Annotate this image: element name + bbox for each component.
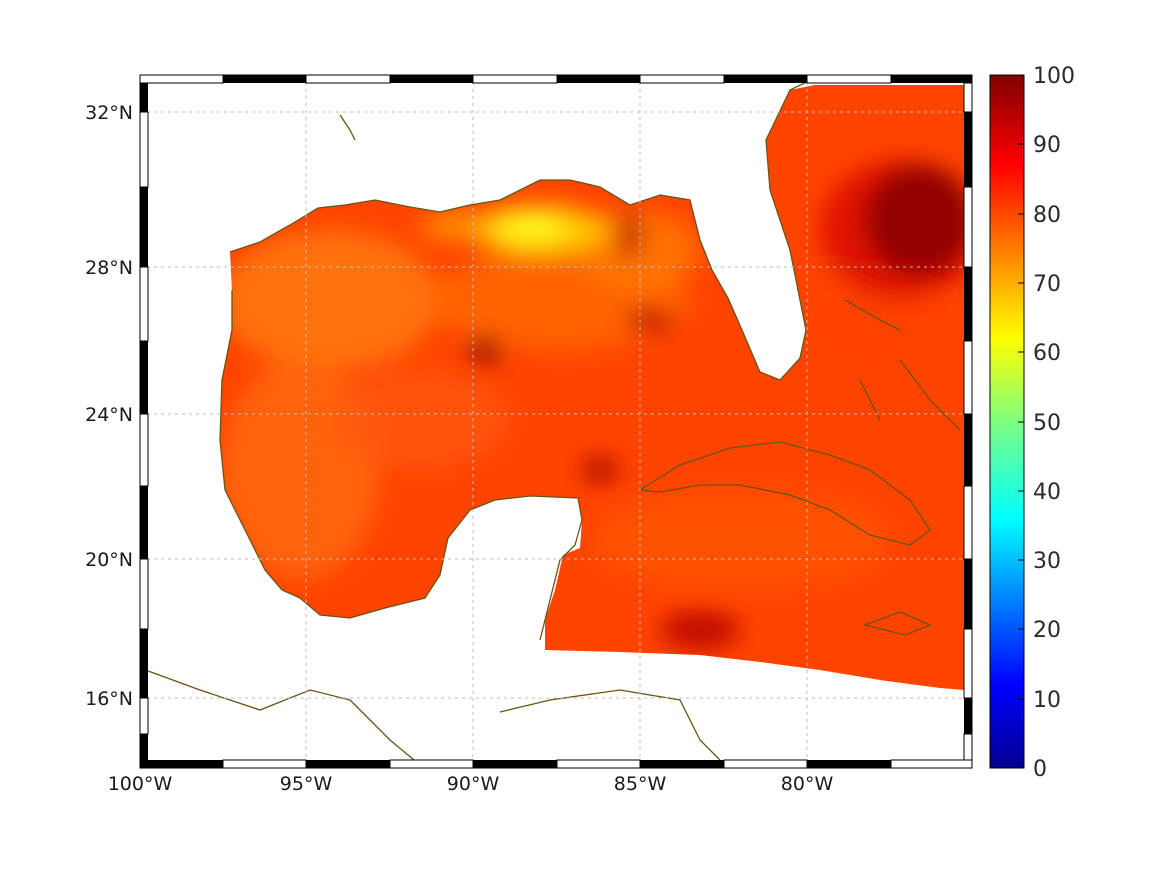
ocean-data-field bbox=[220, 85, 965, 690]
colorbar-tick-label: 10 bbox=[1033, 688, 1061, 713]
colorbar: 100 90 80 70 60 50 40 30 20 10 0 bbox=[989, 64, 1075, 782]
lat-tick-label: 20°N bbox=[85, 549, 133, 571]
coastlines bbox=[139, 77, 961, 766]
latitude-axis: 32°N 28°N 24°N 20°N 16°N bbox=[85, 102, 133, 710]
lon-tick-label: 85°W bbox=[614, 773, 667, 795]
colorbar-tick-label: 50 bbox=[1033, 411, 1061, 436]
colorbar-tick-label: 100 bbox=[1033, 64, 1075, 89]
colorbar-tick-label: 90 bbox=[1033, 133, 1061, 158]
map-gridlines bbox=[140, 75, 972, 768]
lon-tick-label: 80°W bbox=[781, 773, 834, 795]
colorbar-tick-label: 20 bbox=[1033, 618, 1061, 643]
lat-tick-label: 32°N bbox=[85, 102, 133, 124]
colorbar-tick-label: 30 bbox=[1033, 549, 1061, 574]
map-frame bbox=[139, 74, 973, 769]
lon-tick-label: 95°W bbox=[280, 773, 333, 795]
lon-tick-label: 100°W bbox=[108, 773, 173, 795]
lat-tick-label: 28°N bbox=[85, 257, 133, 279]
colorbar-tick-label: 60 bbox=[1033, 341, 1061, 366]
colorbar-tick-label: 0 bbox=[1033, 757, 1047, 782]
colorbar-tick-label: 40 bbox=[1033, 480, 1061, 505]
colorbar-tick-label: 80 bbox=[1033, 203, 1061, 228]
lat-tick-label: 24°N bbox=[85, 404, 133, 426]
longitude-axis: 100°W 95°W 90°W 85°W 80°W bbox=[108, 773, 834, 795]
lat-tick-label: 16°N bbox=[85, 688, 133, 710]
lon-tick-label: 90°W bbox=[447, 773, 500, 795]
colorbar-tick-label: 70 bbox=[1033, 272, 1061, 297]
